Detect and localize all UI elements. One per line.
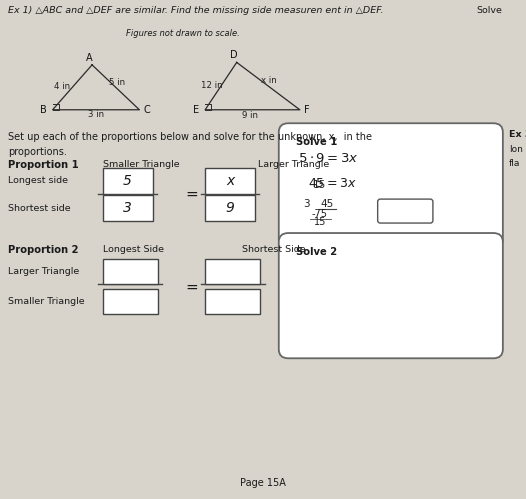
Text: Figures not drawn to scale.: Figures not drawn to scale. bbox=[126, 29, 240, 38]
Text: D: D bbox=[230, 50, 238, 60]
Bar bbox=[205, 289, 260, 314]
Text: 3 in: 3 in bbox=[88, 110, 104, 119]
Bar bbox=[103, 195, 153, 221]
Text: =: = bbox=[186, 187, 198, 202]
Text: 3: 3 bbox=[302, 199, 309, 209]
Text: Page 15A: Page 15A bbox=[240, 478, 286, 488]
FancyBboxPatch shape bbox=[378, 199, 433, 223]
Text: Longest side: Longest side bbox=[8, 176, 68, 185]
Text: Solve 2: Solve 2 bbox=[296, 247, 337, 257]
Bar bbox=[205, 168, 255, 194]
Text: Solve: Solve bbox=[476, 6, 502, 15]
Text: Shortest Side: Shortest Side bbox=[242, 245, 306, 253]
Text: 9 in: 9 in bbox=[242, 111, 258, 120]
Bar bbox=[103, 289, 158, 314]
Text: E: E bbox=[193, 105, 199, 115]
Text: 45: 45 bbox=[321, 199, 334, 209]
Text: A: A bbox=[86, 53, 93, 63]
Text: $5 \cdot 9 = 3x$: $5 \cdot 9 = 3x$ bbox=[298, 152, 359, 165]
Text: Larger Triangle: Larger Triangle bbox=[8, 267, 79, 276]
Bar bbox=[205, 259, 260, 284]
Text: F: F bbox=[305, 105, 310, 115]
Text: Set up each of the proportions below and solve for the unknown, x,  in the: Set up each of the proportions below and… bbox=[8, 132, 372, 142]
FancyBboxPatch shape bbox=[279, 233, 503, 358]
Text: Proportion 2: Proportion 2 bbox=[8, 245, 78, 254]
Text: proportions.: proportions. bbox=[8, 147, 67, 157]
Text: 4 in: 4 in bbox=[54, 82, 70, 91]
FancyBboxPatch shape bbox=[279, 123, 503, 249]
Text: 15: 15 bbox=[313, 217, 326, 227]
Text: Ex 1) △ABC and △DEF are similar. Find the missing side measuren ent in △DEF.: Ex 1) △ABC and △DEF are similar. Find th… bbox=[8, 6, 383, 15]
Text: lon: lon bbox=[509, 145, 523, 154]
Text: 9: 9 bbox=[226, 201, 235, 215]
Text: Ex 3: Ex 3 bbox=[509, 130, 526, 139]
Text: 12 in: 12 in bbox=[201, 81, 223, 90]
Text: $45 = 3x$: $45 = 3x$ bbox=[308, 177, 357, 190]
Text: Solve 1: Solve 1 bbox=[296, 137, 338, 147]
Text: x in: x in bbox=[261, 76, 277, 85]
Text: Smaller Triangle: Smaller Triangle bbox=[103, 160, 179, 169]
Text: Larger Triangle: Larger Triangle bbox=[258, 160, 329, 169]
Text: =: = bbox=[186, 279, 198, 294]
Text: B: B bbox=[40, 105, 46, 115]
Text: 5 in: 5 in bbox=[109, 78, 125, 87]
Text: Longest Side: Longest Side bbox=[103, 245, 164, 253]
Text: 15: 15 bbox=[313, 180, 327, 190]
Text: Shortest side: Shortest side bbox=[8, 204, 70, 213]
Text: 5: 5 bbox=[123, 174, 132, 188]
Text: -75: -75 bbox=[312, 209, 328, 219]
Bar bbox=[103, 168, 153, 194]
Bar bbox=[205, 195, 255, 221]
Text: fla: fla bbox=[509, 159, 521, 168]
Bar bbox=[103, 259, 158, 284]
Text: x: x bbox=[226, 174, 234, 188]
Text: Proportion 1: Proportion 1 bbox=[8, 160, 79, 170]
Text: Smaller Triangle: Smaller Triangle bbox=[8, 297, 85, 306]
Text: 3: 3 bbox=[123, 201, 132, 215]
Text: C: C bbox=[144, 105, 150, 115]
Text: x = 15: x = 15 bbox=[385, 206, 425, 216]
